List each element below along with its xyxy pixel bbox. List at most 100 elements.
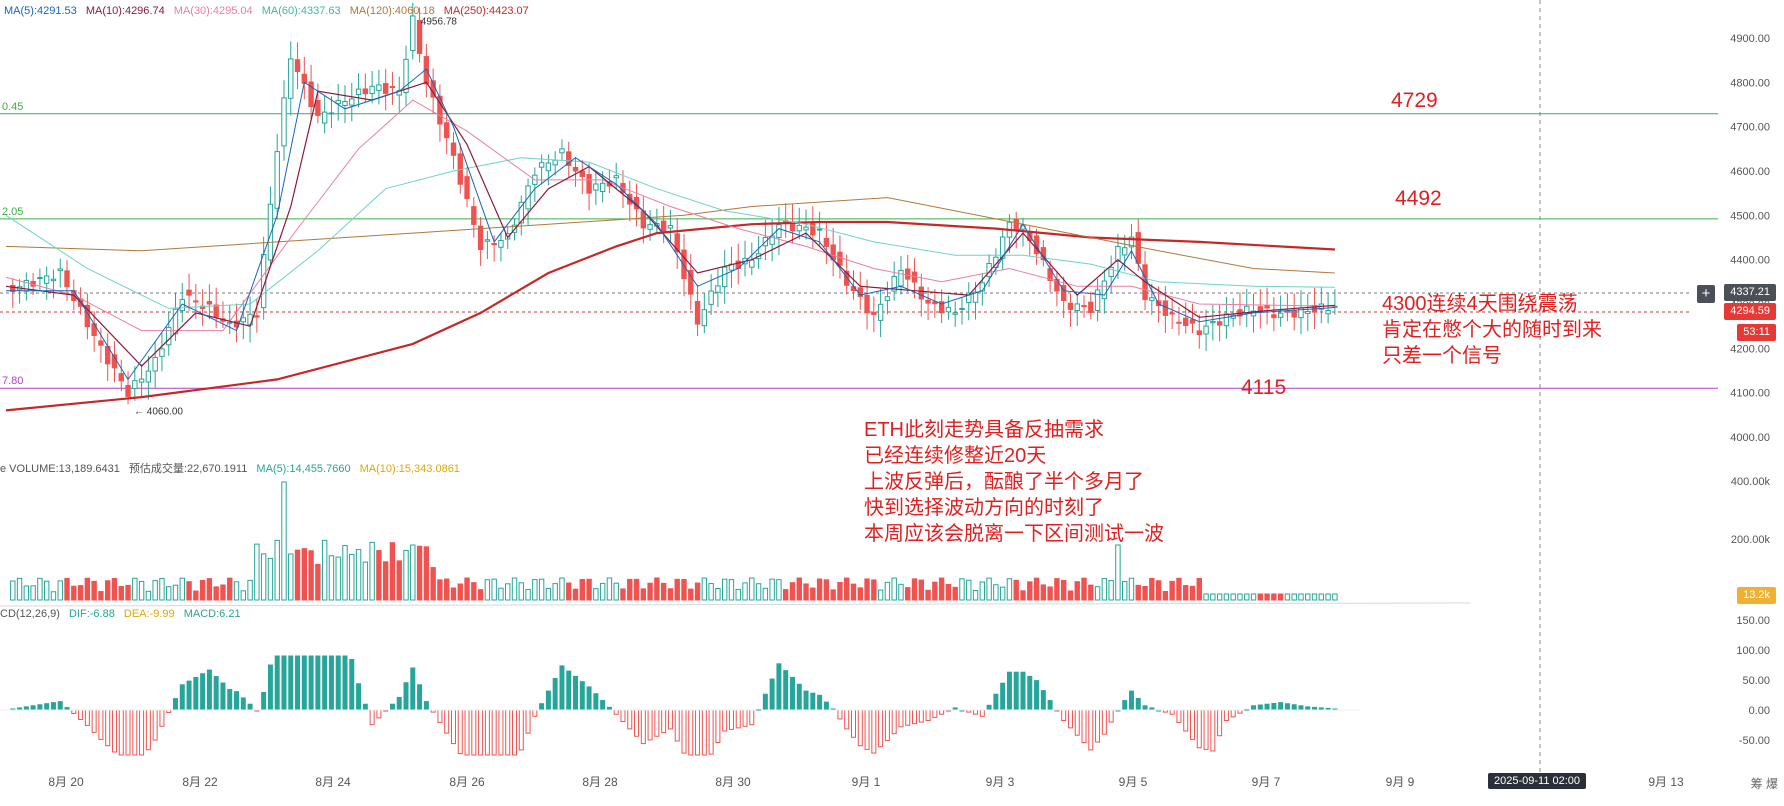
volume-bar xyxy=(308,550,314,601)
candle-body xyxy=(321,111,328,124)
macd-bar xyxy=(484,709,490,756)
volume-bar xyxy=(220,584,226,601)
volume-bar xyxy=(315,563,321,601)
macd-bar xyxy=(349,658,355,711)
volume-bar xyxy=(1054,578,1060,601)
macd-bar xyxy=(844,709,850,730)
macd-tick-label: 150.00 xyxy=(1736,615,1770,627)
price-tick-label: 4200.00 xyxy=(1730,343,1770,355)
volume-bar xyxy=(288,553,294,601)
candle-body xyxy=(674,233,680,253)
macd-bar xyxy=(261,692,267,711)
volume-bar xyxy=(566,582,572,601)
x-tick-label: 8月 20 xyxy=(48,775,84,789)
volume-bar xyxy=(660,582,667,601)
level-label-4115: 4115 xyxy=(1241,376,1287,399)
volume-bar xyxy=(613,582,619,601)
macd-bar xyxy=(539,703,545,711)
add-alert-plus-icon[interactable]: + xyxy=(1697,285,1715,303)
macd-bar xyxy=(871,709,877,754)
volume-bar xyxy=(342,545,348,601)
macd-bar xyxy=(491,709,497,756)
candle-body xyxy=(349,98,355,106)
volume-bar xyxy=(471,582,477,601)
macd-bar xyxy=(50,702,56,711)
macd-bar xyxy=(498,709,504,756)
volume-bar xyxy=(423,546,430,601)
candle-body xyxy=(593,183,599,191)
volume-bar xyxy=(240,590,247,601)
candle-body xyxy=(891,275,897,292)
macd-bar xyxy=(356,683,362,711)
macd-bar xyxy=(701,709,707,756)
macd-bar xyxy=(573,675,579,711)
candle-body xyxy=(810,223,816,236)
volume-bar xyxy=(1067,590,1074,601)
x-tick-label: 9月 1 xyxy=(852,775,881,789)
macd-bar xyxy=(851,709,856,738)
volume-bar xyxy=(681,578,687,601)
volume-bar xyxy=(328,555,335,601)
volume-bar xyxy=(803,583,809,601)
corner-menu[interactable]: 筹 爆 xyxy=(1750,777,1778,791)
ma5-line xyxy=(6,68,1335,381)
candle-body xyxy=(471,206,477,225)
macd-bar xyxy=(396,696,402,711)
volume-bar xyxy=(1128,577,1135,601)
candle-body xyxy=(688,269,694,295)
macd-bar xyxy=(647,709,653,741)
candle-body xyxy=(1060,285,1067,301)
candle-body xyxy=(1013,218,1019,232)
candle-body xyxy=(1074,303,1080,311)
volume-bar xyxy=(572,588,579,601)
volume-bar xyxy=(979,581,986,601)
volume-bar xyxy=(1271,593,1277,601)
macd-bar xyxy=(505,709,511,756)
volume-bar xyxy=(450,587,457,601)
volume-bar xyxy=(125,584,131,601)
volume-bar xyxy=(267,557,274,601)
macd-bar xyxy=(281,655,287,711)
volume-bar xyxy=(213,586,219,601)
volume-bar xyxy=(1176,577,1182,601)
candle-body xyxy=(1067,302,1074,310)
macd-bar xyxy=(912,709,918,725)
macd-bar xyxy=(681,709,687,754)
macd-bar xyxy=(37,704,43,711)
volume-bar xyxy=(376,550,382,601)
candle-body xyxy=(660,220,667,233)
candle-body xyxy=(694,301,701,325)
candle-body xyxy=(1033,235,1040,255)
candle-body xyxy=(681,249,687,280)
candle-body xyxy=(1101,280,1108,300)
volume-bar xyxy=(159,578,165,601)
volume-bar xyxy=(999,586,1006,601)
candle-body xyxy=(559,148,565,154)
volume-bar xyxy=(1277,593,1284,601)
volume-bar xyxy=(857,587,863,601)
macd-bar xyxy=(132,709,138,756)
volume-bar xyxy=(864,578,870,601)
macd-bar xyxy=(145,709,151,751)
candle-body xyxy=(1183,317,1189,326)
macd-bar xyxy=(139,709,145,756)
level-label-4729: 4729 xyxy=(1391,89,1438,112)
macd-tick-label: 100.00 xyxy=(1736,645,1770,657)
candle-body xyxy=(37,276,43,279)
volume-bar xyxy=(742,582,748,601)
macd-bar xyxy=(728,709,734,730)
macd-bar xyxy=(640,709,646,745)
candle-body xyxy=(227,321,233,324)
candle-body xyxy=(382,83,389,94)
volume-bar xyxy=(1196,577,1202,601)
volume-bar xyxy=(186,581,192,601)
macd-bar xyxy=(823,701,829,711)
volume-bar xyxy=(172,584,179,601)
volume-group xyxy=(10,481,1338,601)
macd-bar xyxy=(118,709,124,756)
volume-bar xyxy=(1318,593,1325,601)
candle-body xyxy=(871,311,877,316)
macd-bar xyxy=(1210,709,1216,752)
